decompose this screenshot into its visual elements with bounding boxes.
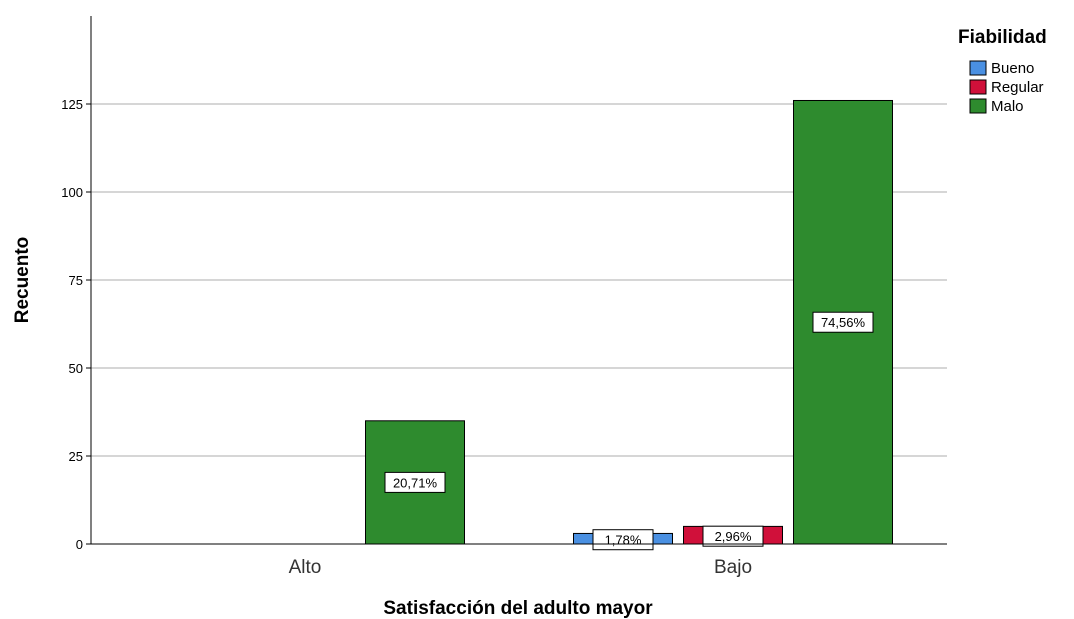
y-tick-label: 75 <box>69 273 83 288</box>
legend-label-bueno: Bueno <box>991 60 1034 77</box>
x-categories: Alto Bajo <box>289 557 752 578</box>
data-label: 2,96% <box>715 529 752 544</box>
data-label: 1,78% <box>605 533 642 548</box>
data-label: 20,71% <box>393 475 438 490</box>
y-tick-label: 125 <box>61 97 83 112</box>
legend-swatch-bueno <box>969 60 987 76</box>
y-tick-label: 0 <box>76 537 83 552</box>
legend-label-malo: Malo <box>991 98 1024 115</box>
data-label-box <box>702 525 764 547</box>
x-category-label: Bajo <box>714 557 752 578</box>
y-tick-label: 100 <box>61 185 83 200</box>
data-label-box <box>812 311 874 333</box>
x-axis-title: Satisfacción del adulto mayor <box>383 598 653 619</box>
legend: Fiabilidad Bueno Regular Malo <box>958 27 1047 115</box>
y-axis-title: Recuento <box>12 237 33 324</box>
legend-label-regular: Regular <box>991 79 1044 96</box>
y-ticks: 0 25 50 75 100 125 <box>61 97 91 552</box>
data-label-box <box>384 471 446 493</box>
y-tick-label: 25 <box>69 449 83 464</box>
y-tick-label: 50 <box>69 361 83 376</box>
x-category-label: Alto <box>289 557 322 578</box>
legend-swatch-malo <box>969 98 987 114</box>
legend-swatch-regular <box>969 79 987 95</box>
data-label: 74,56% <box>821 315 866 330</box>
data-label-box <box>592 529 654 551</box>
legend-title: Fiabilidad <box>958 27 1047 48</box>
data-labels: 20,71% 1,78% 2,96% 74,56% <box>384 311 874 551</box>
